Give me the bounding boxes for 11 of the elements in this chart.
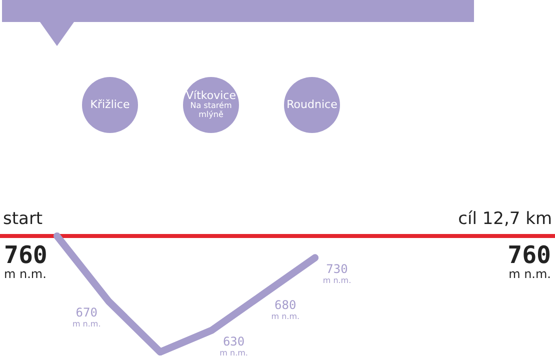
annotation: 760 m n.m. [4, 241, 48, 281]
data-label: 730 m n.m. [322, 262, 352, 285]
text: cíl 12,7 km [458, 209, 552, 229]
text: Roudnice [286, 98, 338, 112]
data-label: 680 m n.m. [271, 298, 300, 322]
text: 760 m n.m. [508, 241, 551, 281]
data-label: 670 m n.m. [72, 305, 101, 328]
text: Vítkovice Na starém mlýně [186, 89, 236, 120]
data-label: 630 m n.m. [220, 334, 248, 358]
text: Křižlice [90, 98, 130, 112]
ref-line-label: start [3, 209, 43, 229]
